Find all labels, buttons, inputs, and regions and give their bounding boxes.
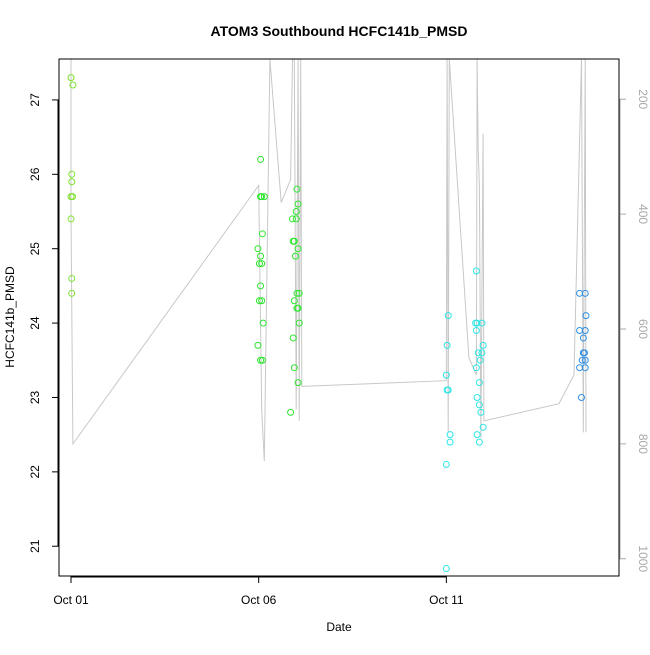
- data-point: [475, 401, 483, 409]
- data-point: [67, 215, 75, 223]
- data-point: [68, 274, 76, 282]
- data-point: [473, 319, 481, 327]
- data-point: [287, 408, 295, 416]
- y-tick-label: 24: [28, 316, 42, 330]
- data-point: [581, 356, 589, 364]
- data-point: [472, 267, 480, 275]
- right-axis-tick-label: 400: [636, 204, 650, 224]
- data-point: [446, 438, 454, 446]
- data-point: [577, 393, 585, 401]
- data-point: [289, 237, 297, 245]
- data-point: [479, 423, 487, 431]
- y-axis-label: HCFC141b_PMSD: [3, 266, 17, 368]
- track-line-layer: [70, 58, 587, 462]
- data-point: [443, 386, 451, 394]
- data-point: [442, 565, 450, 573]
- data-point: [579, 334, 587, 342]
- data-point: [579, 349, 587, 357]
- data-point: [478, 349, 486, 357]
- data-point: [479, 341, 487, 349]
- data-points-layer: [67, 74, 590, 573]
- x-tick-label: Oct 11: [429, 593, 464, 607]
- data-point: [476, 356, 484, 364]
- data-point: [258, 356, 266, 364]
- data-point: [478, 319, 486, 327]
- data-point: [257, 193, 265, 201]
- data-point: [258, 260, 266, 268]
- right-axis-tick-label: 1000: [636, 545, 650, 572]
- axes-layer: Oct 01 Oct 06 Oct 11 21 22 23 24 25 26 27 200 400 60…: [28, 89, 650, 607]
- y-tick-label: 25: [28, 242, 42, 256]
- data-point: [294, 379, 302, 387]
- data-point: [293, 289, 301, 297]
- data-point: [260, 193, 268, 201]
- data-point: [257, 155, 265, 163]
- x-tick-label: Oct 01: [53, 593, 89, 607]
- data-point: [294, 304, 302, 312]
- data-point: [578, 356, 586, 364]
- data-point: [295, 319, 303, 327]
- data-point: [289, 334, 297, 342]
- data-point: [290, 364, 298, 372]
- track-line: [70, 58, 587, 462]
- data-point: [67, 74, 75, 82]
- data-point: [581, 364, 589, 372]
- right-axis-tick-label: 200: [636, 89, 650, 109]
- y-tick-label: 21: [28, 539, 42, 553]
- data-point: [292, 207, 300, 215]
- data-point: [582, 312, 590, 320]
- data-point: [477, 408, 485, 416]
- y-tick-label: 26: [28, 167, 42, 181]
- data-point: [292, 215, 300, 223]
- data-point: [257, 282, 265, 290]
- data-point: [255, 260, 263, 268]
- right-axis-tick-label: 600: [636, 319, 650, 339]
- data-point: [68, 170, 76, 178]
- data-point: [68, 289, 76, 297]
- plot-frame: [58, 58, 620, 577]
- data-point: [257, 356, 265, 364]
- data-point: [581, 289, 589, 297]
- data-point: [294, 245, 302, 253]
- data-point: [293, 185, 301, 193]
- data-point: [254, 245, 262, 253]
- x-axis-label: Date: [326, 620, 352, 634]
- chart-title: ATOM3 Southbound HCFC141b_PMSD: [211, 23, 468, 39]
- data-point: [475, 379, 483, 387]
- y-tick-label: 23: [28, 390, 42, 404]
- data-point: [255, 297, 263, 305]
- data-point: [472, 364, 480, 372]
- data-point: [446, 431, 454, 439]
- data-point: [581, 327, 589, 335]
- data-point: [442, 460, 450, 468]
- data-point: [442, 371, 450, 379]
- data-point: [472, 327, 480, 335]
- data-point: [474, 349, 482, 357]
- data-point: [443, 341, 451, 349]
- y-tick-label: 22: [28, 465, 42, 479]
- data-point: [258, 230, 266, 238]
- data-point: [288, 215, 296, 223]
- data-point: [290, 297, 298, 305]
- data-point: [473, 431, 481, 439]
- data-point: [294, 200, 302, 208]
- data-point: [254, 341, 262, 349]
- right-axis-tick-label: 800: [636, 434, 650, 454]
- y-tick-label: 27: [28, 93, 42, 107]
- data-point: [69, 81, 77, 89]
- data-point: [258, 297, 266, 305]
- data-point: [473, 393, 481, 401]
- data-point: [291, 252, 299, 260]
- data-point: [68, 178, 76, 186]
- data-point: [295, 289, 303, 297]
- data-point: [259, 319, 267, 327]
- data-point: [69, 193, 77, 201]
- data-point: [444, 312, 452, 320]
- x-tick-label: Oct 06: [241, 593, 277, 607]
- data-point: [257, 252, 265, 260]
- data-point: [475, 438, 483, 446]
